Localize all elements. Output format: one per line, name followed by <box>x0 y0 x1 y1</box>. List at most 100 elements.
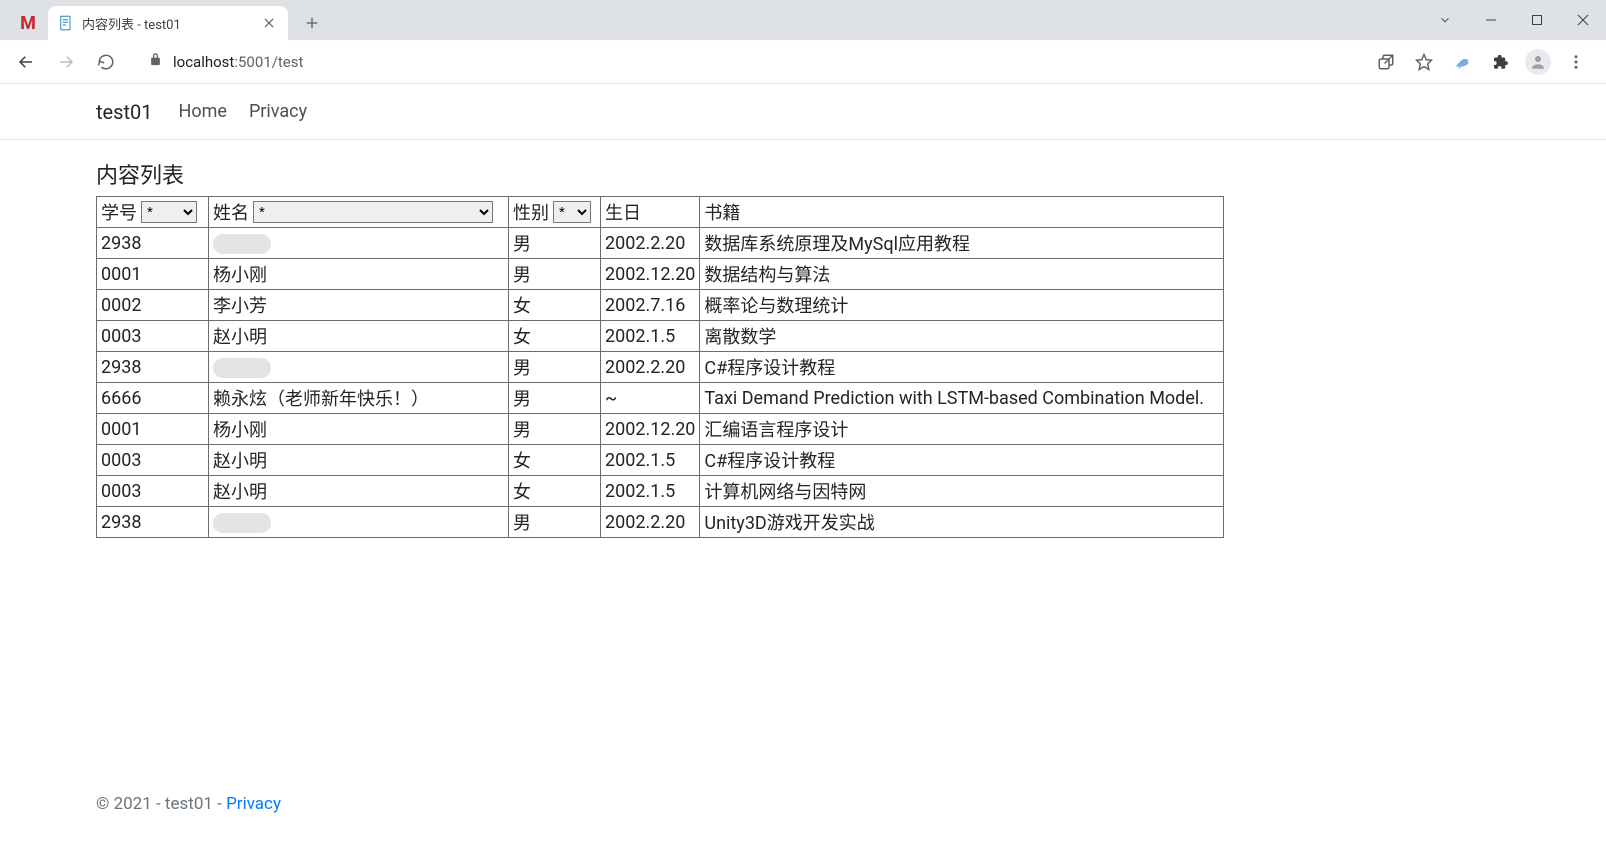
back-button[interactable] <box>8 44 44 80</box>
header-gender-label: 性别 <box>513 199 549 225</box>
cell-id: 0003 <box>97 445 209 476</box>
cell-name: 赵小明 <box>209 445 509 476</box>
cell-name <box>209 507 509 538</box>
lock-icon <box>148 52 163 71</box>
cell-gender: 男 <box>509 414 601 445</box>
cell-gender: 女 <box>509 321 601 352</box>
cell-id: 0003 <box>97 476 209 507</box>
table-row: 6666赖永炫（老师新年快乐！）男~Taxi Demand Prediction… <box>97 383 1224 414</box>
cell-name: 赵小明 <box>209 321 509 352</box>
header-name-label: 姓名 <box>213 199 249 225</box>
cell-name <box>209 352 509 383</box>
cell-id: 2938 <box>97 507 209 538</box>
redacted-name <box>213 358 271 378</box>
cell-gender: 女 <box>509 445 601 476</box>
header-book: 书籍 <box>700 197 1224 228</box>
url-path: /test <box>272 53 304 71</box>
cell-id: 2938 <box>97 228 209 259</box>
table-row: 2938 男2002.2.20Unity3D游戏开发实战 <box>97 507 1224 538</box>
extension-bird-icon[interactable] <box>1444 44 1480 80</box>
cell-gender: 男 <box>509 228 601 259</box>
table-header-row: 学号 * 姓名 * 性别 <box>97 197 1224 228</box>
close-window-button[interactable] <box>1560 0 1606 40</box>
filter-gender-select[interactable]: * <box>553 201 591 223</box>
new-tab-button[interactable] <box>298 9 326 37</box>
cell-id: 0002 <box>97 290 209 321</box>
cell-gender: 男 <box>509 383 601 414</box>
table-row: 0001杨小刚男2002.12.20汇编语言程序设计 <box>97 414 1224 445</box>
footer-privacy-link[interactable]: Privacy <box>226 794 281 814</box>
data-table: 学号 * 姓名 * 性别 <box>96 196 1224 538</box>
header-name: 姓名 * <box>209 197 509 228</box>
cell-gender: 女 <box>509 290 601 321</box>
page-navbar: test01 Home Privacy <box>0 84 1606 140</box>
cell-birthday: 2002.1.5 <box>601 321 700 352</box>
bookmark-star-icon[interactable] <box>1406 44 1442 80</box>
footer-text: © 2021 - test01 - <box>96 794 226 814</box>
cell-birthday: 2002.2.20 <box>601 228 700 259</box>
pinned-tab[interactable]: M <box>8 6 48 40</box>
cell-birthday: 2002.7.16 <box>601 290 700 321</box>
cell-birthday: ~ <box>601 383 700 414</box>
cell-name: 李小芳 <box>209 290 509 321</box>
cell-id: 2938 <box>97 352 209 383</box>
url-port: :5001 <box>234 53 271 71</box>
cell-id: 0001 <box>97 259 209 290</box>
reload-button[interactable] <box>88 44 124 80</box>
cell-book: 计算机网络与因特网 <box>700 476 1224 507</box>
filter-id-select[interactable]: * <box>141 201 197 223</box>
header-birthday: 生日 <box>601 197 700 228</box>
cell-birthday: 2002.12.20 <box>601 414 700 445</box>
cell-id: 0001 <box>97 414 209 445</box>
filter-name-select[interactable]: * <box>253 201 493 223</box>
cell-name <box>209 228 509 259</box>
redacted-name <box>213 513 271 533</box>
header-gender: 性别 * <box>509 197 601 228</box>
cell-book: C#程序设计教程 <box>700 352 1224 383</box>
cell-book: 数据结构与算法 <box>700 259 1224 290</box>
header-id-label: 学号 <box>101 199 137 225</box>
cell-book: 离散数学 <box>700 321 1224 352</box>
cell-id: 6666 <box>97 383 209 414</box>
profile-avatar-icon[interactable] <box>1520 44 1556 80</box>
redacted-name <box>213 234 271 254</box>
cell-birthday: 2002.2.20 <box>601 507 700 538</box>
nav-link-home[interactable]: Home <box>179 101 227 122</box>
cell-book: 汇编语言程序设计 <box>700 414 1224 445</box>
browser-tab[interactable]: 内容列表 - test01 <box>48 6 288 40</box>
table-row: 0003赵小明女2002.1.5计算机网络与因特网 <box>97 476 1224 507</box>
maximize-button[interactable] <box>1514 0 1560 40</box>
forward-button[interactable] <box>48 44 84 80</box>
cell-birthday: 2002.2.20 <box>601 352 700 383</box>
tab-title: 内容列表 - test01 <box>82 14 252 33</box>
url-text: localhost:5001/test <box>173 53 1344 71</box>
cell-birthday: 2002.1.5 <box>601 476 700 507</box>
browser-tab-bar: M 内容列表 - test01 <box>0 0 1606 40</box>
cell-name: 杨小刚 <box>209 414 509 445</box>
url-box[interactable]: localhost:5001/test <box>136 47 1356 77</box>
tab-search-button[interactable] <box>1422 13 1468 27</box>
address-bar: localhost:5001/test <box>0 40 1606 84</box>
cell-book: Unity3D游戏开发实战 <box>700 507 1224 538</box>
cell-birthday: 2002.12.20 <box>601 259 700 290</box>
page-title: 内容列表 <box>96 158 1510 190</box>
nav-link-privacy[interactable]: Privacy <box>249 101 307 122</box>
cell-id: 0003 <box>97 321 209 352</box>
cell-book: Taxi Demand Prediction with LSTM-based C… <box>700 383 1224 414</box>
cell-gender: 男 <box>509 352 601 383</box>
close-tab-button[interactable] <box>260 14 278 32</box>
share-icon[interactable] <box>1368 44 1404 80</box>
table-row: 2938 男2002.2.20C#程序设计教程 <box>97 352 1224 383</box>
extensions-puzzle-icon[interactable] <box>1482 44 1518 80</box>
cell-gender: 男 <box>509 507 601 538</box>
toolbar-right <box>1368 44 1598 80</box>
navbar-brand[interactable]: test01 <box>96 100 153 124</box>
table-row: 0003赵小明女2002.1.5C#程序设计教程 <box>97 445 1224 476</box>
minimize-button[interactable] <box>1468 0 1514 40</box>
cell-book: 概率论与数理统计 <box>700 290 1224 321</box>
content-area: 内容列表 学号 * 姓名 * <box>0 140 1606 556</box>
cell-birthday: 2002.1.5 <box>601 445 700 476</box>
kebab-menu-icon[interactable] <box>1558 44 1594 80</box>
table-row: 2938男2002.2.20数据库系统原理及MySql应用教程 <box>97 228 1224 259</box>
window-controls <box>1422 0 1606 40</box>
